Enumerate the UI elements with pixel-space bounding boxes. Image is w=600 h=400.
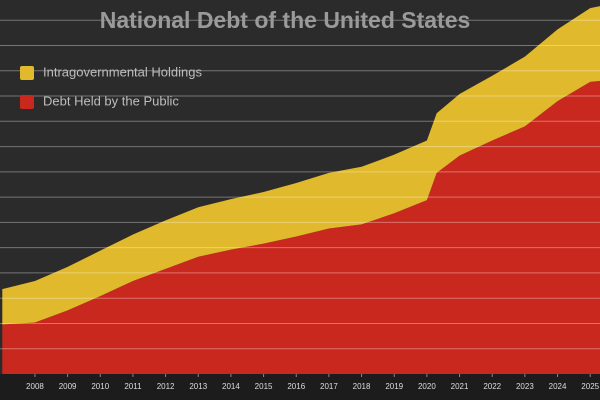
- x-tick-label: 2008: [26, 382, 44, 391]
- x-axis: 2008 2009 2010 2011 2012 2013 2014 2015 2016 2017…: [26, 374, 600, 391]
- x-tick-label: 2013: [189, 382, 207, 391]
- x-tick-label: 2009: [59, 382, 77, 391]
- x-tick-label: 2023: [516, 382, 534, 391]
- x-axis-band: [0, 374, 600, 400]
- plot-area: [0, 6, 600, 374]
- x-tick-label: 2011: [124, 382, 142, 391]
- legend-swatch: [20, 95, 34, 109]
- area: [2, 6, 600, 325]
- x-tick-label: 2021: [451, 382, 469, 391]
- x-tick-label: 2012: [157, 382, 175, 391]
- chart-title: National Debt of the United States: [100, 7, 471, 33]
- x-tick-label: 2010: [91, 382, 109, 391]
- area: [2, 80, 600, 374]
- x-tick-label: 2022: [483, 382, 501, 391]
- legend-label: Debt Held by the Public: [43, 93, 179, 108]
- legend: Intragovernmental Holdings Debt Held by t…: [20, 64, 202, 109]
- x-tick-label: 2024: [549, 382, 567, 391]
- x-tick-label: 2020: [418, 382, 436, 391]
- x-tick-label: 2017: [320, 382, 338, 391]
- legend-swatch: [20, 66, 34, 80]
- x-tick-label: 2025: [581, 382, 599, 391]
- x-tick-label: 2015: [255, 382, 273, 391]
- x-tick-label: 2014: [222, 382, 240, 391]
- x-tick-label: 2018: [353, 382, 371, 391]
- x-tick-label: 2019: [385, 382, 403, 391]
- legend-label: Intragovernmental Holdings: [43, 64, 202, 79]
- x-tick-label: 2016: [287, 382, 305, 391]
